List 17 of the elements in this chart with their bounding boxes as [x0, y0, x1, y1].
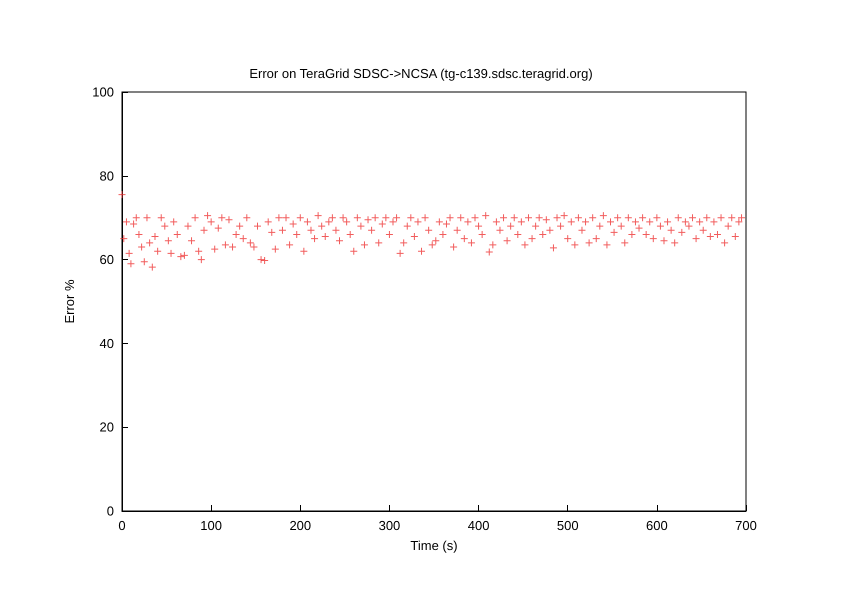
y-tick-label: 100 — [92, 84, 114, 100]
y-tick-label: 0 — [106, 504, 114, 518]
y-tick-label: 20 — [100, 420, 114, 435]
x-axis-title: Time (s) — [410, 538, 458, 553]
x-tick-label: 0 — [118, 518, 126, 533]
y-tick-label: 80 — [100, 168, 114, 184]
x-tick-label: 600 — [646, 518, 668, 533]
x-tick-label: 500 — [556, 518, 579, 533]
y-tick-label: 40 — [100, 336, 114, 351]
y-tick-label: 60 — [100, 252, 114, 268]
x-tick-label: 400 — [468, 518, 490, 533]
y-axis-title: Error % — [62, 279, 77, 324]
x-tick-label: 100 — [200, 518, 222, 533]
x-tick-label: 300 — [378, 518, 400, 533]
x-tick-label: 700 — [735, 518, 757, 533]
chart-title: Error on TeraGrid SDSC->NCSA (tg-c139.sdsc.teragrid.org) — [249, 66, 593, 81]
x-tick-label: 200 — [289, 518, 312, 533]
